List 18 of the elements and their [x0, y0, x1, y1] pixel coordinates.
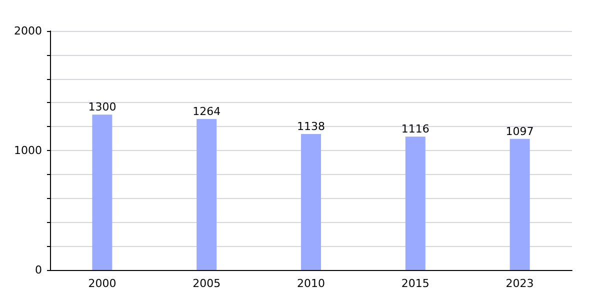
data-label: 1116 [401, 122, 430, 136]
y-tick-label: 2000 [14, 24, 42, 38]
bar [92, 114, 112, 270]
x-tick-label: 2000 [88, 277, 116, 290]
bar [301, 134, 321, 270]
data-label: 1300 [88, 100, 116, 114]
x-tick-label: 2010 [297, 277, 325, 290]
x-tick-label: 2023 [506, 277, 534, 290]
data-label: 1138 [297, 120, 325, 134]
data-label: 1097 [506, 124, 534, 138]
y-tick-label: 1000 [14, 144, 42, 157]
bar [405, 136, 426, 270]
x-tick-label: 2015 [401, 277, 430, 290]
y-tick-label: 0 [35, 264, 42, 276]
data-label: 1264 [192, 104, 221, 118]
bar [196, 118, 217, 270]
bar [510, 138, 530, 270]
x-tick-label: 2005 [192, 277, 221, 290]
